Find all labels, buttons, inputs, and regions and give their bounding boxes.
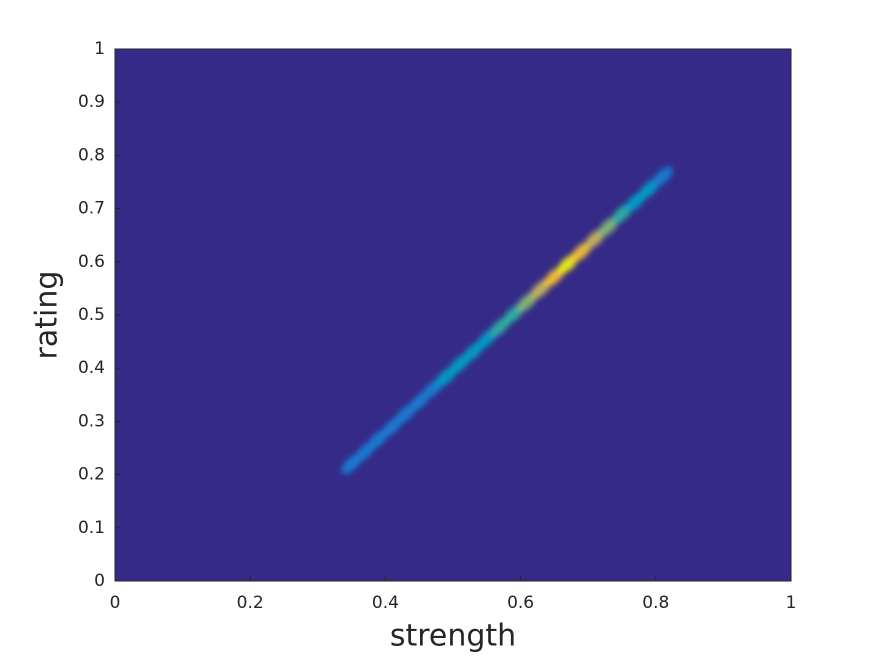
y-tick-label: 0.1 (78, 518, 105, 538)
density (341, 166, 673, 474)
y-axis-label: rating (30, 271, 65, 360)
y-tick-label: 0.3 (78, 411, 105, 431)
density-cell (652, 166, 673, 187)
x-axis-label: strength (390, 619, 516, 654)
x-tick-label: 1 (786, 593, 797, 613)
y-tick-label: 0.8 (78, 145, 105, 165)
plot-background (115, 49, 791, 581)
y-tick-label: 0.5 (78, 305, 105, 325)
y-tick-label: 0.4 (78, 358, 105, 378)
y-tick-label: 0.7 (78, 199, 105, 219)
x-tick-label: 0.2 (237, 593, 264, 613)
y-tick-label: 1 (94, 39, 105, 59)
x-tick-label: 0.8 (642, 593, 669, 613)
y-tick-label: 0.6 (78, 252, 105, 272)
x-tick-label: 0.6 (507, 593, 534, 613)
y-tick-label: 0 (94, 571, 105, 591)
x-tick-label: 0.4 (372, 593, 399, 613)
x-tick-label: 0 (110, 593, 121, 613)
y-tick-label: 0.9 (78, 92, 105, 112)
y-tick-label: 0.2 (78, 465, 105, 485)
